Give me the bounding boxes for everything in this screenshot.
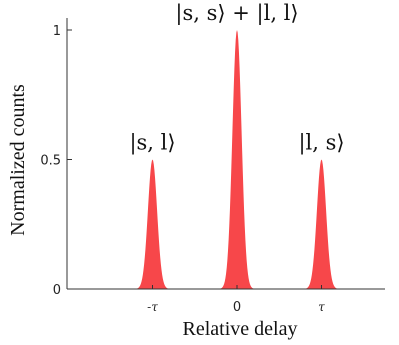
peak-labels-layer: |s, l⟩ |s, s⟩ + |l, l⟩ |l, s⟩: [129, 1, 344, 156]
x-tick-label-2: τ: [318, 300, 325, 314]
x-axis-title: Relative delay: [183, 318, 298, 340]
peak-0: [133, 159, 172, 289]
peak-label-1: |s, s⟩ + |l, l⟩: [175, 1, 298, 26]
y-axis-title: Normalized counts: [7, 84, 29, 236]
peaks-layer: [133, 30, 341, 289]
peak-1: [217, 30, 257, 289]
peak-label-0: |s, l⟩: [129, 131, 175, 156]
peak-label-2: |l, s⟩: [298, 131, 344, 156]
ticks-layer: 0 0.5 1 -τ 0 τ: [40, 24, 325, 315]
y-tick-label-1: 0.5: [40, 154, 61, 169]
y-tick-label-0: 0: [53, 283, 61, 298]
x-tick-label-1: 0: [233, 300, 241, 315]
peak-2: [302, 159, 341, 289]
x-tick-label-0: -τ: [147, 300, 158, 314]
y-tick-label-2: 1: [53, 24, 61, 39]
